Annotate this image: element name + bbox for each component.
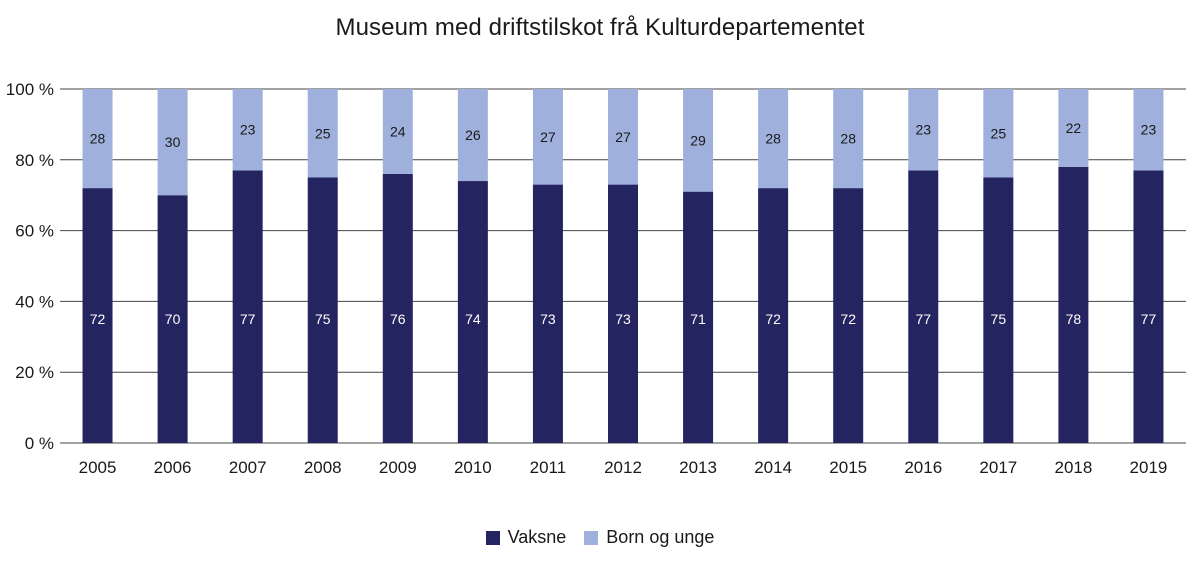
data-label-vaksne-2014: 72 [765, 311, 781, 327]
data-label-born-og-unge-2009: 24 [390, 123, 406, 139]
x-tick-label-2014: 2014 [754, 458, 792, 477]
bar-vaksne-2017 [983, 177, 1014, 443]
bar-born-og-unge-2012 [608, 89, 638, 185]
x-tick-label-2019: 2019 [1130, 458, 1168, 477]
bar-vaksne-2014 [758, 188, 789, 443]
bar-born-og-unge-2013 [683, 89, 714, 192]
data-label-vaksne-2016: 77 [915, 311, 931, 327]
data-label-born-og-unge-2008: 25 [315, 125, 331, 141]
bar-vaksne-2006 [157, 195, 188, 443]
bar-vaksne-2013 [683, 191, 714, 443]
data-label-vaksne-2019: 77 [1141, 311, 1157, 327]
chart-title: Museum med driftstilskot frå Kulturdepar… [335, 14, 865, 41]
bar-vaksne-2010 [457, 181, 488, 444]
legend-swatch-vaksne [485, 530, 500, 545]
data-label-vaksne-2012: 73 [615, 311, 631, 327]
x-tick-label-2009: 2009 [379, 458, 417, 477]
x-tick-label-2017: 2017 [979, 458, 1017, 477]
bar-vaksne-2018 [1058, 166, 1089, 443]
data-label-vaksne-2015: 72 [840, 311, 856, 327]
bars: 72 28 70 30 77 23 75 25 76 24 74 26 73 27 73 27 71 29 72 28… [82, 89, 1164, 444]
legend-label-vaksne: Vaksne [507, 527, 567, 547]
legend-swatch-born-og-unge [584, 530, 599, 545]
data-label-born-og-unge-2018: 22 [1066, 120, 1082, 136]
x-tick-label-2016: 2016 [904, 458, 942, 477]
x-tick-label-2006: 2006 [154, 458, 192, 477]
bar-vaksne-2012 [608, 184, 638, 443]
data-label-vaksne-2009: 76 [390, 311, 406, 327]
data-label-vaksne-2011: 73 [540, 311, 556, 327]
y-tick-label-100: 100 % [6, 80, 54, 99]
bar-born-og-unge-2010 [457, 89, 488, 182]
data-label-vaksne-2010: 74 [465, 311, 481, 327]
data-label-vaksne-2017: 75 [991, 311, 1007, 327]
y-axis-ticks: 0 % 20 % 40 % 60 % 80 % 100 % [6, 80, 54, 453]
data-label-born-og-unge-2014: 28 [765, 131, 781, 147]
data-label-born-og-unge-2011: 27 [540, 129, 556, 145]
data-label-vaksne-2007: 77 [240, 311, 256, 327]
bar-vaksne-2015 [833, 188, 864, 443]
bar-born-og-unge-2015 [833, 89, 864, 189]
bar-born-og-unge-2014 [758, 89, 789, 189]
data-label-born-og-unge-2016: 23 [915, 122, 931, 138]
bar-vaksne-2016 [908, 170, 939, 444]
bar-born-og-unge-2011 [532, 89, 563, 185]
bar-born-og-unge-2016 [908, 89, 939, 171]
data-label-vaksne-2013: 71 [690, 311, 706, 327]
data-label-born-og-unge-2010: 26 [465, 127, 481, 143]
x-tick-label-2018: 2018 [1054, 458, 1092, 477]
legend: Vaksne Born og unge [0, 527, 1200, 548]
bar-vaksne-2005 [82, 188, 113, 443]
y-tick-label-20: 20 % [15, 363, 54, 382]
data-label-born-og-unge-2019: 23 [1141, 122, 1157, 138]
legend-label-born-og-unge: Born og unge [606, 527, 715, 547]
legend-item-born-og-unge: Born og unge [584, 527, 714, 548]
data-label-born-og-unge-2006: 30 [165, 134, 181, 150]
data-label-born-og-unge-2013: 29 [690, 132, 706, 148]
data-label-born-og-unge-2007: 23 [240, 122, 256, 138]
x-tick-label-2013: 2013 [679, 458, 717, 477]
bar-vaksne-2019 [1133, 170, 1164, 444]
bar-born-og-unge-2006 [157, 89, 188, 196]
y-tick-label-40: 40 % [15, 292, 54, 311]
y-tick-label-80: 80 % [15, 151, 54, 170]
data-label-born-og-unge-2005: 28 [90, 131, 106, 147]
bar-born-og-unge-2005 [82, 89, 113, 189]
y-tick-label-0: 0 % [25, 434, 54, 453]
x-axis-ticks: 2005 2006 2007 2008 2009 2010 2011 2012 2013 2014… [79, 458, 1168, 477]
bar-born-og-unge-2009 [382, 89, 413, 174]
x-tick-label-2015: 2015 [829, 458, 867, 477]
bar-born-og-unge-2008 [307, 89, 338, 178]
x-tick-label-2012: 2012 [604, 458, 642, 477]
bar-vaksne-2011 [532, 184, 563, 443]
bar-vaksne-2009 [382, 173, 413, 443]
data-label-vaksne-2018: 78 [1066, 311, 1082, 327]
data-label-born-og-unge-2015: 28 [840, 131, 856, 147]
bar-born-og-unge-2017 [983, 89, 1014, 178]
data-label-vaksne-2005: 72 [90, 311, 106, 327]
bar-born-og-unge-2018 [1058, 89, 1089, 167]
x-tick-label-2007: 2007 [229, 458, 267, 477]
data-label-born-og-unge-2012: 27 [615, 129, 631, 145]
bar-born-og-unge-2019 [1133, 89, 1164, 171]
bar-born-og-unge-2007 [232, 89, 263, 171]
data-label-vaksne-2006: 70 [165, 311, 181, 327]
y-tick-label-60: 60 % [15, 222, 54, 241]
x-tick-label-2008: 2008 [304, 458, 342, 477]
x-tick-label-2010: 2010 [454, 458, 492, 477]
bar-vaksne-2007 [232, 170, 263, 444]
data-label-born-og-unge-2017: 25 [991, 125, 1007, 141]
bar-vaksne-2008 [307, 177, 338, 443]
data-label-vaksne-2008: 75 [315, 311, 331, 327]
legend-item-vaksne: Vaksne [485, 527, 567, 548]
x-tick-label-2011: 2011 [530, 458, 567, 477]
x-tick-label-2005: 2005 [79, 458, 117, 477]
